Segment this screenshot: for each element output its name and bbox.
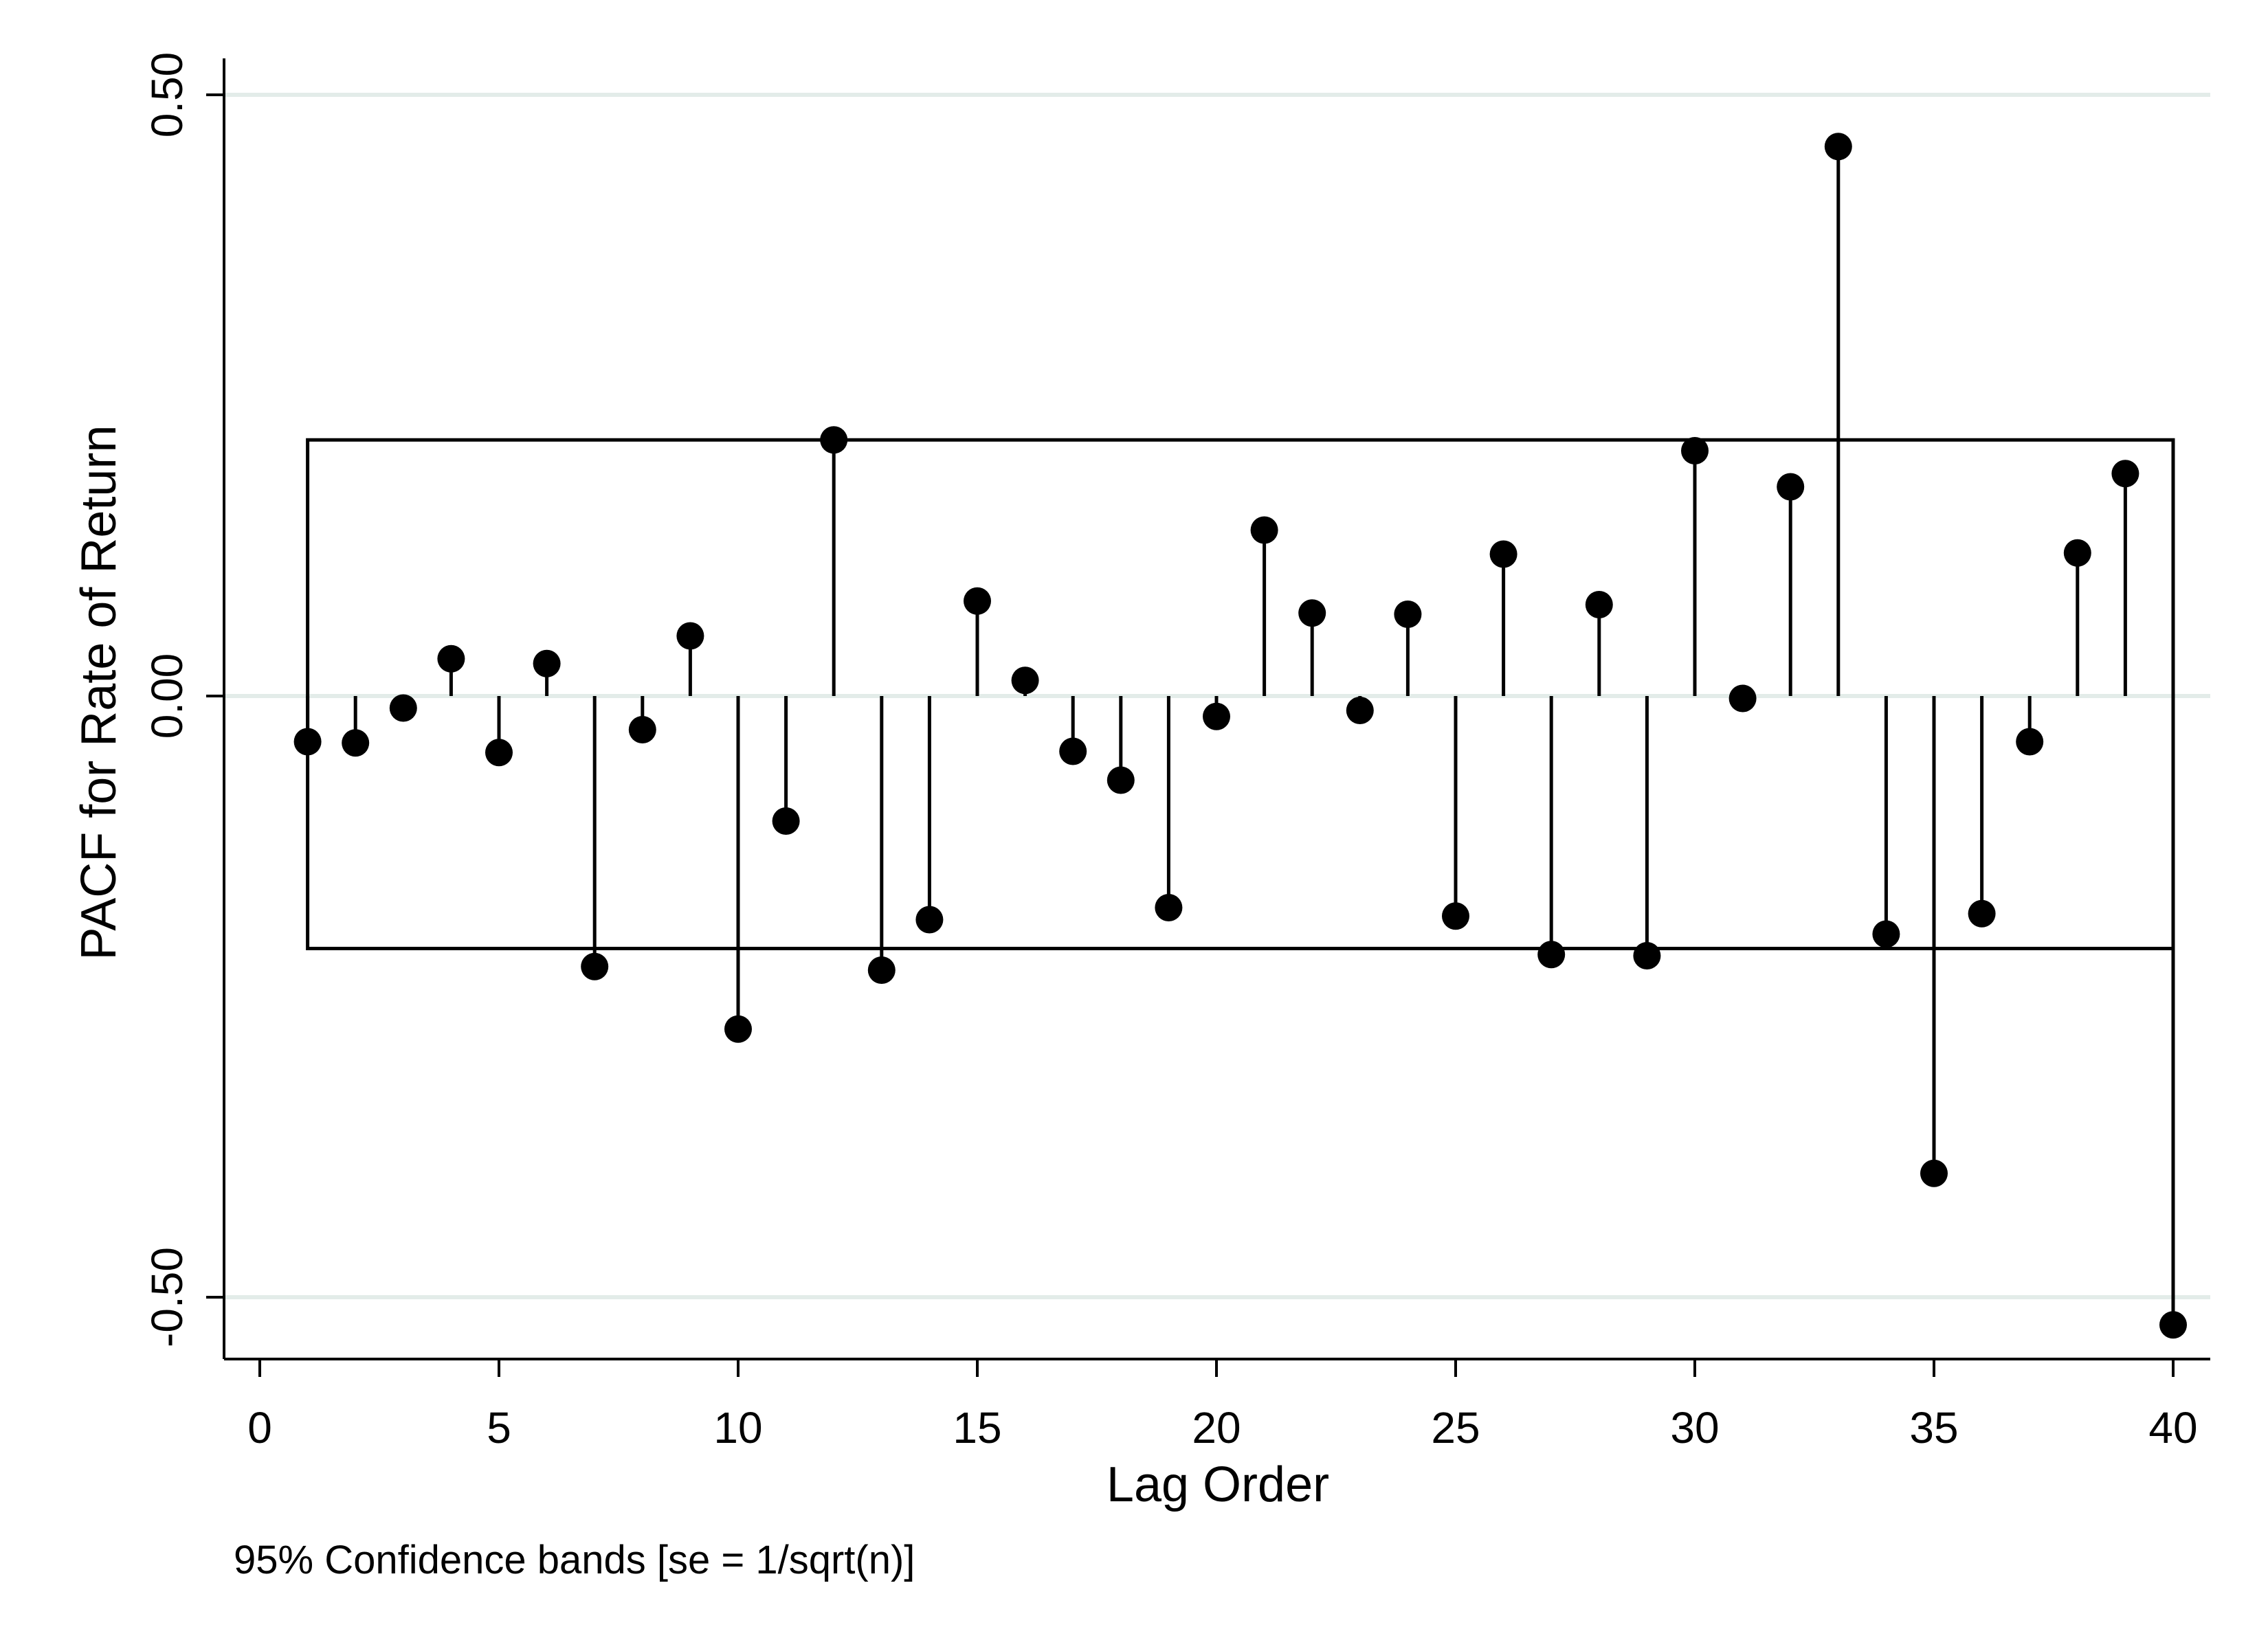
point-lag-30 bbox=[1681, 437, 1709, 464]
x-tick-label-6: 30 bbox=[1670, 1403, 1719, 1452]
point-lag-12 bbox=[820, 426, 848, 454]
point-lag-19 bbox=[1155, 894, 1183, 921]
labels: Lag Order PACF for Rate of Return 95% Co… bbox=[71, 52, 2198, 1582]
point-lag-31 bbox=[1728, 684, 1757, 713]
point-lag-39 bbox=[2111, 460, 2139, 488]
point-lag-17 bbox=[1059, 737, 1087, 765]
point-lag-35 bbox=[1920, 1159, 1948, 1187]
point-lag-29 bbox=[1633, 942, 1661, 969]
point-lag-3 bbox=[389, 694, 417, 722]
point-lag-11 bbox=[772, 807, 800, 835]
axes bbox=[206, 58, 2210, 1377]
point-lag-21 bbox=[1250, 516, 1278, 544]
point-lag-23 bbox=[1346, 697, 1374, 724]
x-tick-label-8: 40 bbox=[2148, 1403, 2197, 1452]
point-lag-25 bbox=[1442, 902, 1469, 930]
y-axis-title: PACF for Rate of Return bbox=[71, 425, 126, 961]
point-lag-36 bbox=[1968, 899, 1996, 928]
x-tick-label-1: 5 bbox=[487, 1403, 511, 1452]
point-lag-22 bbox=[1298, 599, 1326, 627]
point-lag-5 bbox=[485, 739, 513, 767]
point-lag-20 bbox=[1203, 702, 1230, 730]
point-lag-38 bbox=[2063, 539, 2091, 567]
point-lag-26 bbox=[1489, 540, 1517, 568]
x-tick-label-4: 20 bbox=[1192, 1403, 1241, 1452]
point-lag-1 bbox=[293, 728, 322, 756]
x-tick-label-3: 15 bbox=[953, 1403, 1001, 1452]
x-tick-label-0: 0 bbox=[247, 1403, 272, 1452]
point-lag-10 bbox=[724, 1015, 752, 1043]
y-tick-label-0: -0.50 bbox=[142, 1247, 192, 1347]
y-tick-label-2: 0.50 bbox=[142, 52, 192, 138]
point-lag-37 bbox=[2016, 728, 2044, 756]
point-lag-4 bbox=[437, 644, 465, 673]
point-lag-34 bbox=[1872, 920, 1900, 948]
x-axis-title: Lag Order bbox=[1107, 1457, 1329, 1512]
point-lag-8 bbox=[628, 716, 656, 743]
confidence-band bbox=[306, 438, 2175, 950]
point-lag-28 bbox=[1585, 591, 1613, 618]
point-lag-9 bbox=[676, 622, 704, 650]
confidence-note: 95% Confidence bands [se = 1/sqrt(n)] bbox=[234, 1538, 915, 1582]
point-lag-6 bbox=[533, 649, 561, 677]
confidence-band-rect bbox=[306, 438, 2175, 950]
point-lag-16 bbox=[1011, 666, 1039, 695]
x-tick-label-7: 35 bbox=[1909, 1403, 1958, 1452]
point-lag-24 bbox=[1394, 601, 1422, 628]
point-lag-7 bbox=[581, 952, 609, 980]
point-lag-40 bbox=[2159, 1311, 2187, 1339]
point-lag-27 bbox=[1537, 941, 1566, 969]
point-lag-15 bbox=[964, 587, 991, 615]
point-lag-13 bbox=[867, 956, 896, 984]
x-tick-label-2: 10 bbox=[713, 1403, 762, 1452]
x-tick-label-5: 25 bbox=[1431, 1403, 1480, 1452]
stems bbox=[306, 146, 2175, 1325]
point-lag-18 bbox=[1107, 766, 1135, 794]
point-lag-33 bbox=[1824, 133, 1852, 161]
point-lag-14 bbox=[915, 906, 944, 934]
points bbox=[293, 133, 2187, 1339]
point-lag-2 bbox=[342, 729, 370, 757]
point-lag-32 bbox=[1777, 473, 1805, 501]
y-tick-label-1: 0.00 bbox=[142, 653, 192, 739]
